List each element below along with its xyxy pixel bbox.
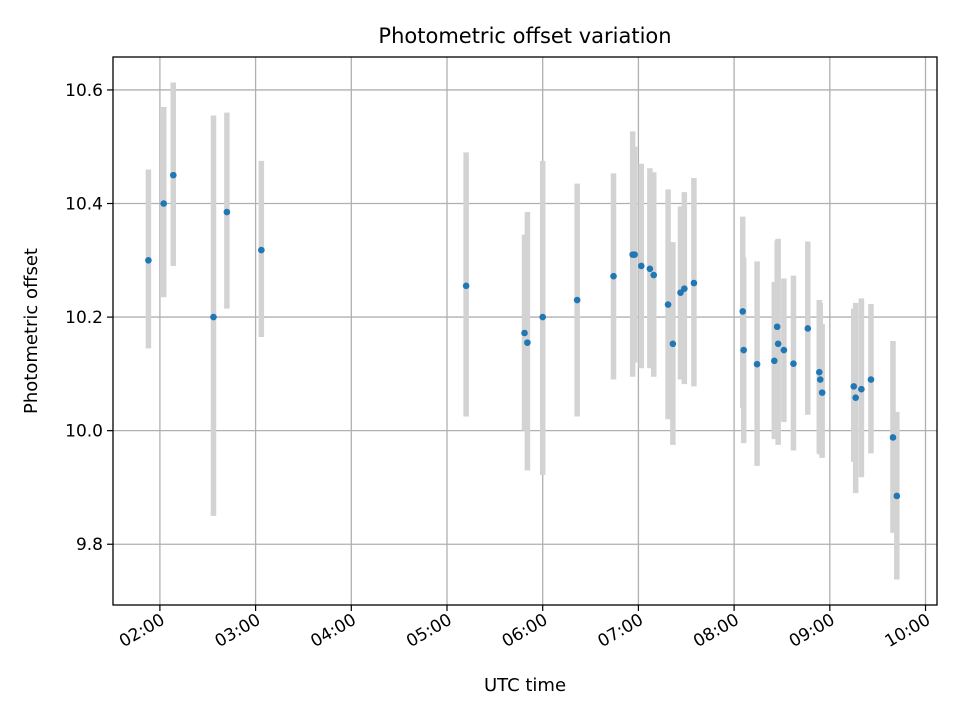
data-point xyxy=(850,383,858,390)
data-point xyxy=(774,340,782,348)
data-point xyxy=(637,262,645,270)
x-tick-label: 06:00 xyxy=(499,610,551,652)
data-point xyxy=(650,271,658,279)
data-point xyxy=(169,171,177,179)
data-point xyxy=(664,301,672,308)
data-point xyxy=(631,251,638,258)
x-axis-label: UTC time xyxy=(484,675,566,696)
data-point xyxy=(524,339,531,346)
data-point xyxy=(867,376,875,383)
data-point xyxy=(681,285,688,292)
data-point xyxy=(804,325,812,332)
data-point xyxy=(753,360,761,368)
data-point xyxy=(573,296,581,304)
data-point xyxy=(160,200,168,207)
y-axis-label: Photometric offset xyxy=(21,248,42,414)
data-point xyxy=(223,208,231,216)
y-tick-label: 10.6 xyxy=(65,81,103,101)
x-tick-label: 09:00 xyxy=(786,610,838,652)
data-point xyxy=(780,346,788,354)
y-tick-label: 10.0 xyxy=(65,422,103,442)
plot-frame xyxy=(112,56,938,606)
data-point xyxy=(539,313,547,321)
y-tick-label: 10.2 xyxy=(65,308,103,328)
data-point xyxy=(818,389,826,396)
data-point xyxy=(852,394,859,402)
data-point xyxy=(740,346,747,354)
data-point xyxy=(815,368,823,376)
x-tick-label: 08:00 xyxy=(690,610,742,652)
data-point xyxy=(893,492,901,500)
x-tick-label: 10:00 xyxy=(882,610,934,652)
data-point xyxy=(739,308,747,315)
data-points xyxy=(145,171,901,500)
data-point xyxy=(521,329,528,337)
data-point xyxy=(790,360,797,367)
data-point xyxy=(462,282,470,290)
data-point xyxy=(646,265,654,273)
x-axis: 02:00 03:00 04:00 05:00 06:00 07:00 08:00 09:00… xyxy=(116,605,934,652)
data-point xyxy=(145,256,152,264)
x-tick-label: 03:00 xyxy=(212,610,264,652)
data-point xyxy=(210,313,217,321)
x-tick-label: 02:00 xyxy=(116,610,168,652)
data-point xyxy=(690,279,698,287)
data-point xyxy=(771,357,778,365)
y-tick-label: 10.4 xyxy=(65,195,103,215)
data-point xyxy=(773,323,781,331)
data-point xyxy=(889,434,897,441)
data-point xyxy=(816,376,824,383)
y-axis: 9.8 10.0 10.2 10.4 10.6 xyxy=(65,81,113,555)
data-point xyxy=(858,385,865,393)
chart-title: Photometric offset variation xyxy=(378,24,671,48)
x-tick-label: 04:00 xyxy=(307,610,359,652)
data-point xyxy=(258,246,265,254)
x-tick-label: 07:00 xyxy=(594,610,646,652)
data-point xyxy=(610,272,617,280)
x-tick-label: 05:00 xyxy=(403,610,455,652)
data-point xyxy=(669,340,677,348)
y-tick-label: 9.8 xyxy=(76,535,103,555)
